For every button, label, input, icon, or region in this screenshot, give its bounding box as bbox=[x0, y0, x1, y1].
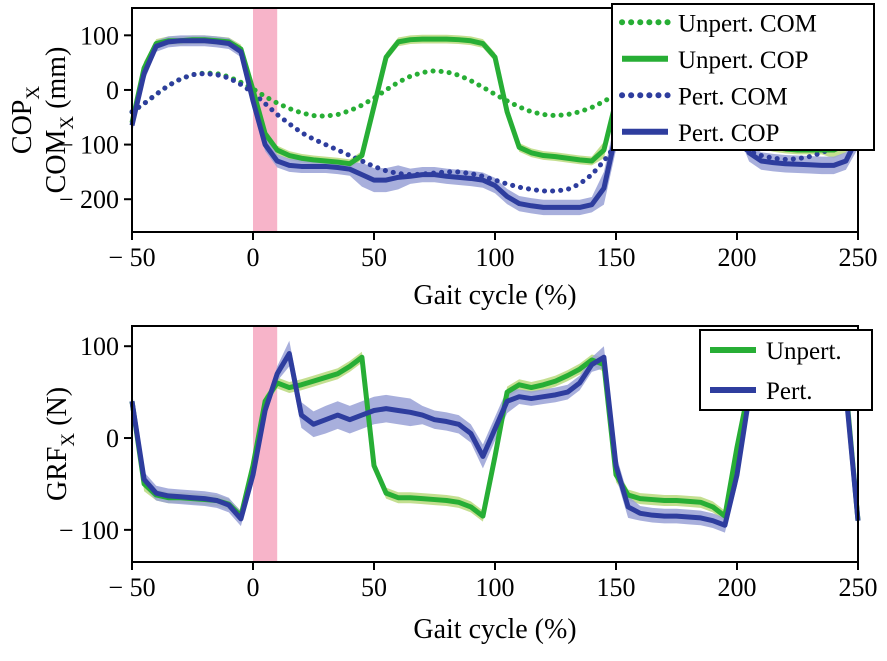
x-tick-label: 250 bbox=[839, 243, 878, 272]
y-tick-label: − 200 bbox=[59, 185, 119, 214]
x-tick-label: − 50 bbox=[108, 243, 155, 272]
x-tick-label: 100 bbox=[476, 573, 515, 602]
grf-xlabel: Gait cycle (%) bbox=[413, 614, 576, 645]
grf-legend-box bbox=[699, 329, 873, 411]
y-tick-label: − 100 bbox=[59, 516, 119, 545]
y-tick-label: 0 bbox=[106, 424, 119, 453]
unpert-com-legend-label: Unpert. COM bbox=[678, 10, 817, 37]
grf-ylabel: GRFX (N) bbox=[42, 387, 79, 501]
x-tick-label: 150 bbox=[597, 243, 636, 272]
cop-com-plot: − 50 0 50 100 150 200 250 100 0 − 100 − 200 Gait cy… bbox=[7, 3, 878, 311]
x-tick-label: − 50 bbox=[108, 573, 155, 602]
pert-band bbox=[132, 340, 858, 535]
pert-com-legend-label: Pert. COM bbox=[678, 83, 788, 110]
y-tick-label: 100 bbox=[80, 332, 119, 361]
y-tick-label: 0 bbox=[106, 76, 119, 105]
cop-com-chart: − 50 0 50 100 150 200 250 100 0 − 100 − 200 Gait cy… bbox=[0, 0, 887, 316]
x-tick-label: 250 bbox=[839, 573, 878, 602]
x-tick-label: 100 bbox=[476, 243, 515, 272]
x-tick-label: 150 bbox=[597, 573, 636, 602]
x-tick-label: 50 bbox=[361, 573, 387, 602]
cop-com-legend-box bbox=[611, 3, 875, 151]
y-tick-label: 100 bbox=[80, 21, 119, 50]
x-tick-label: 200 bbox=[718, 243, 757, 272]
pert-cop-legend-label: Pert. COP bbox=[678, 120, 779, 147]
grf-chart: − 50 0 50 100 150 200 250 100 0 − 100 Gait cycle (… bbox=[0, 316, 887, 661]
x-tick-label: 0 bbox=[247, 573, 260, 602]
cop-com-xlabel: Gait cycle (%) bbox=[413, 280, 576, 311]
ylabel-line: COPX bbox=[7, 86, 44, 154]
x-tick-label: 200 bbox=[718, 573, 757, 602]
pert-legend-label: Pert. bbox=[766, 378, 813, 405]
pert-cop-band bbox=[132, 35, 858, 216]
y-tick-label: − 100 bbox=[59, 131, 119, 160]
x-tick-label: 50 bbox=[361, 243, 387, 272]
x-tick-label: 0 bbox=[247, 243, 260, 272]
pert-line bbox=[129, 351, 861, 528]
grf-plot: − 50 0 50 100 150 200 250 100 0 − 100 Gait cycle (… bbox=[42, 325, 878, 645]
ylabel-line: GRFX (N) bbox=[42, 387, 79, 501]
unpert-cop-legend-label: Unpert. COP bbox=[678, 47, 809, 74]
unpert-legend-label: Unpert. bbox=[766, 338, 842, 365]
ylabel-line: COMX (mm) bbox=[41, 47, 78, 194]
